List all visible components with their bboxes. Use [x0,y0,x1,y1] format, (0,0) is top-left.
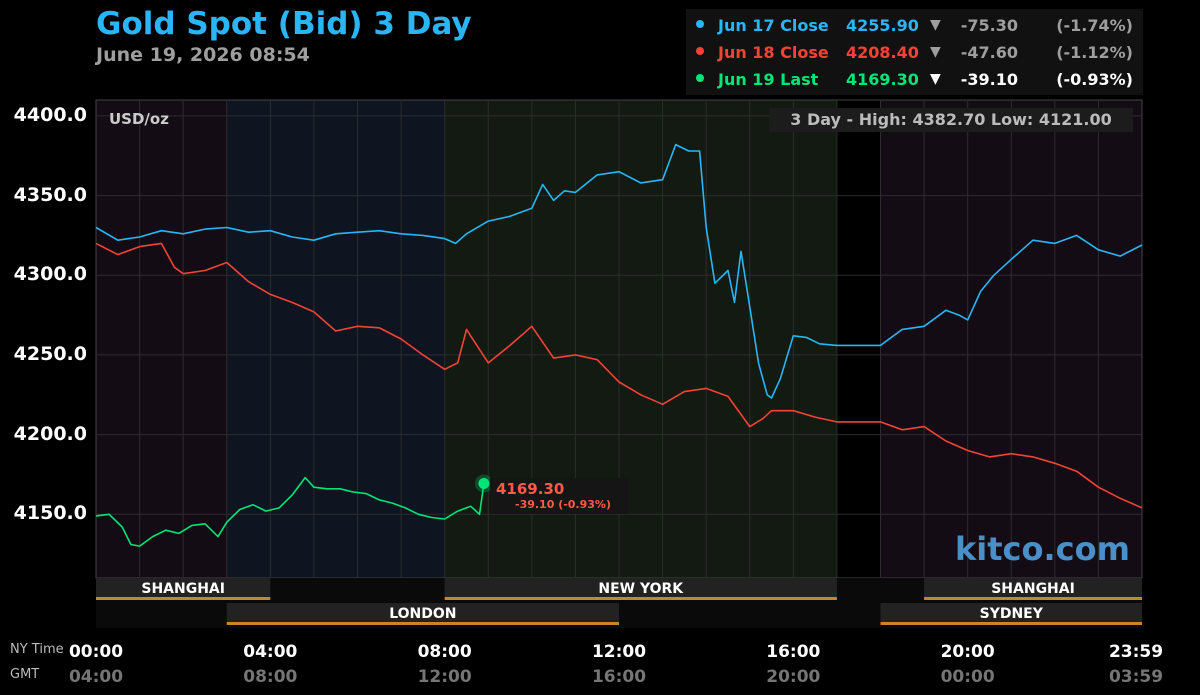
session-bar-bg [444,578,837,599]
session-bars [96,578,1142,628]
watermark: kitco.com [955,530,1130,568]
legend-dot [696,74,704,82]
x-tick-ny: 12:00 [591,642,647,662]
session-bar-bg [226,603,619,624]
session-label: SHANGHAI [141,581,225,597]
bg-asia-early [96,100,227,578]
legend-row: Jun 19 Last 4169.30 ▼ -39.10 (-0.93%) [686,66,1143,92]
legend-dot [696,47,704,55]
legend-row: Jun 18 Close 4208.40 ▼ -47.60 (-1.12%) [686,39,1143,65]
session-bar-bg [880,603,1142,624]
chart-timestamp: June 19, 2026 08:54 [96,44,310,66]
bg-gap [836,100,881,578]
last-marker [474,474,493,493]
bg-london [226,100,445,578]
x-tick-ny: 20:00 [940,642,995,662]
session-bar-line [444,597,837,600]
x-tick-gmt: 12:00 [417,667,472,687]
legend-pct: (-1.74%) [1056,16,1133,35]
chart-title: Gold Spot (Bid) 3 Day [96,6,472,42]
ny-time-label: NY Time [10,642,64,657]
session-label: LONDON [389,606,457,622]
legend: Jun 17 Close 4255.90 ▼ -75.30 (-1.74%) Jun 18… [686,9,1143,95]
series-line-3 [95,476,485,547]
last-price-label: 4169.30 [496,480,565,498]
series-line-1 [95,143,1143,399]
session-label: NEW YORK [598,581,684,597]
y-tick-label: 4300.0 [13,263,87,286]
legend-dot [696,20,704,28]
y-tick-label: 4250.0 [13,342,87,365]
legend-pct: (-1.12%) [1056,43,1133,62]
legend-change: -75.30 [960,16,1018,35]
session-label: SYDNEY [979,606,1043,622]
legend-name: Jun 19 Last [718,70,819,89]
session-bar-bg [96,578,271,599]
legend-price: 4208.40 [846,43,919,62]
y-tick-label: 4400.0 [13,103,87,126]
legend-change: -47.60 [960,43,1018,62]
y-tick-label: 4200.0 [13,422,87,445]
legend-pct: (-0.93%) [1056,70,1133,89]
series-lines [95,143,1143,547]
x-tick-gmt: 16:00 [591,667,647,687]
legend-name: Jun 18 Close [718,43,829,62]
last-change-label: -39.10 (-0.93%) [515,498,611,511]
legend-arrow: ▼ [930,71,941,87]
session-label: SHANGHAI [991,581,1075,597]
legend-change: -39.10 [960,70,1018,89]
last-point-marker [478,478,490,490]
legend-name: Jun 17 Close [718,16,829,35]
unit-label: USD/oz [109,110,169,128]
x-tick-gmt: 03:59 [1108,667,1164,687]
legend-arrow: ▼ [930,44,941,60]
y-tick-label: 4150.0 [13,502,87,525]
legend-arrow: ▼ [930,17,941,33]
x-tick-ny: 04:00 [243,642,298,662]
y-tick-label: 4350.0 [13,183,87,206]
x-tick-ny: 00:00 [68,642,124,662]
last-price-box [490,478,628,514]
session-bar-line [924,597,1142,600]
gmt-label: GMT [10,667,40,682]
x-tick-gmt: 08:00 [243,667,298,687]
session-bar-line [880,622,1142,625]
range-info: 3 Day - High: 4382.70 Low: 4121.00 [769,108,1133,132]
series-line-2 [95,242,1143,509]
session-bar-line [96,597,271,600]
x-tick-ny: 23:59 [1108,642,1164,662]
x-tick-gmt: 20:00 [766,667,821,687]
x-tick-gmt: 00:00 [940,667,995,687]
legend-row: Jun 17 Close 4255.90 ▼ -75.30 (-1.74%) [686,12,1143,38]
x-tick-gmt: 04:00 [68,667,124,687]
session-bar-line [226,622,619,625]
x-tick-ny: 08:00 [417,642,472,662]
x-tick-ny: 16:00 [766,642,821,662]
session-bar-bg [924,578,1142,599]
legend-price: 4169.30 [846,70,919,89]
legend-price: 4255.90 [846,16,919,35]
